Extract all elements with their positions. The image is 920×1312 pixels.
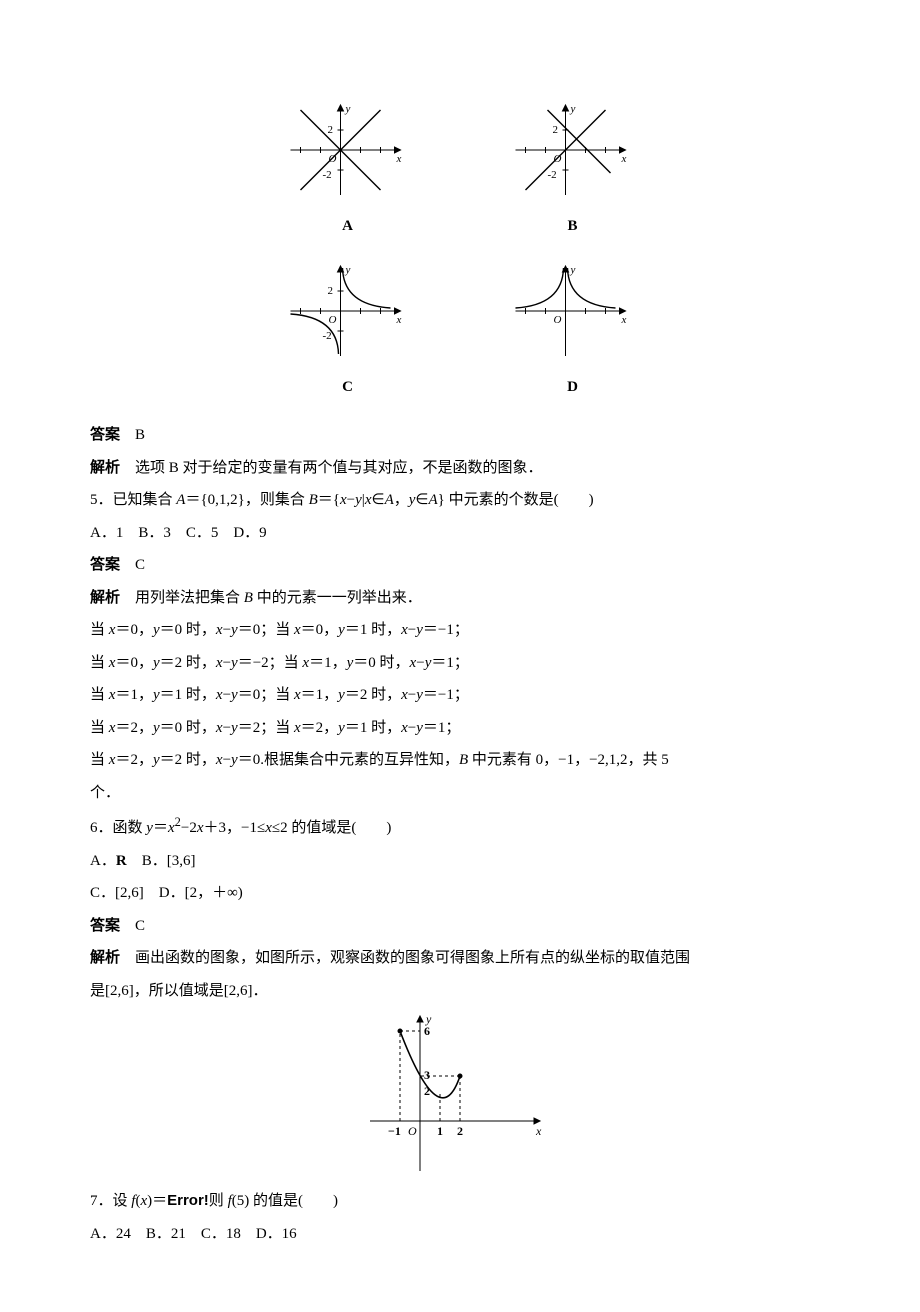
explain-text: 选项 B 对于给定的变量有两个值与其对应，不是函数的图象． [135, 460, 543, 476]
xtick-1: 1 [437, 1124, 443, 1138]
exp5-line-0: 当 x＝0，y＝0 时，x−y＝0；当 x＝0，y＝1 时，x−y＝−1； [90, 616, 830, 645]
graph-d-cell: y x O D [475, 261, 670, 402]
q6-opt-b: B．[3,6] [127, 853, 196, 869]
page-root: y x O 2 -2 A y x O [0, 0, 920, 1312]
graph-a-cell: y x O 2 -2 A [250, 100, 445, 241]
tick-pos: 2 [552, 124, 558, 136]
parabola-x: x [535, 1124, 542, 1138]
answer-value: B [135, 427, 145, 443]
origin-label: O [553, 153, 561, 165]
q7-options: A．24 B．21 C．18 D．16 [90, 1220, 830, 1249]
tick-neg: -2 [322, 169, 331, 181]
origin-label: O [328, 153, 336, 165]
graph-c-cell: y x O 2 -2 C [250, 261, 445, 402]
q5-text-b: ，则集合 [245, 492, 309, 508]
q6-text-b: 的值域是( ) [288, 820, 392, 836]
explain-5-head: 解析 用列举法把集合 B 中的元素一一列举出来． [90, 584, 830, 613]
graph-b-svg: y x O 2 -2 [488, 100, 658, 210]
tick-neg: -2 [322, 330, 331, 342]
exp5-line-4: 当 x＝2，y＝2 时，x−y＝0.根据集合中元素的互异性知，B 中元素有 0，… [90, 746, 830, 775]
graph-c-svg: y x O 2 -2 [263, 261, 433, 371]
tick-pos: 2 [327, 124, 333, 136]
q5-text-c: 中元素的个数是( ) [445, 492, 594, 508]
q7-text-b: 则 [209, 1193, 228, 1209]
explain-intro: 用列举法把集合 B 中的元素一一列举出来． [135, 590, 422, 606]
ytick-2: 2 [424, 1084, 430, 1098]
tick-neg: -2 [547, 169, 556, 181]
question-6: 6．函数 y＝x2−2x＋3，−1≤x≤2 的值域是( ) [90, 811, 830, 843]
answer-6: 答案 C [90, 912, 830, 941]
question-7: 7．设 f(x)＝Error!则 f(5) 的值是( ) [90, 1187, 830, 1216]
q7-text-c: 的值是( ) [249, 1193, 338, 1209]
explain-4: 解析 选项 B 对于给定的变量有两个值与其对应，不是函数的图象． [90, 454, 830, 483]
axis-x-label: x [620, 314, 626, 326]
axis-y-label: y [569, 103, 575, 115]
axis-y-label: y [569, 264, 575, 276]
xtick-n1: −1 [388, 1124, 401, 1138]
graph-a-svg: y x O 2 -2 [263, 100, 433, 210]
answer-label: 答案 [90, 427, 120, 443]
axis-x-label: x [620, 153, 626, 165]
answer-5: 答案 C [90, 551, 830, 580]
graph-b-cell: y x O 2 -2 B [475, 100, 670, 241]
q6-text-a: 6．函数 [90, 820, 146, 836]
graph-d-label: D [567, 373, 578, 402]
explain-label: 解析 [90, 950, 120, 966]
q5-options: A．1 B．3 C．5 D．9 [90, 519, 830, 548]
q7-error: Error! [167, 1192, 209, 1209]
parabola-o: O [408, 1124, 417, 1138]
ytick-3: 3 [424, 1068, 430, 1082]
answer-4: 答案 B [90, 421, 830, 450]
tick-pos: 2 [327, 285, 333, 297]
graph-a-label: A [342, 212, 353, 241]
graph-b-label: B [567, 212, 577, 241]
explain-label: 解析 [90, 460, 120, 476]
graph-c-label: C [342, 373, 353, 402]
q6-options-ab: A．R B．[3,6] [90, 847, 830, 876]
origin-label: O [553, 314, 561, 326]
graph-grid: y x O 2 -2 A y x O [250, 100, 670, 401]
origin-label: O [328, 314, 336, 326]
exp5-line-3: 当 x＝2，y＝0 时，x−y＝2；当 x＝2，y＝1 时，x−y＝1； [90, 714, 830, 743]
axis-y-label: y [344, 103, 350, 115]
exp5-line-1: 当 x＝0，y＝2 时，x−y＝−2；当 x＝1，y＝0 时，x−y＝1； [90, 649, 830, 678]
explain-6-line1: 解析 画出函数的图象，如图所示，观察函数的图象可得图象上所有点的纵坐标的取值范围 [90, 944, 830, 973]
xtick-2: 2 [457, 1124, 463, 1138]
axis-x-label: x [395, 153, 401, 165]
answer-label: 答案 [90, 557, 120, 573]
exp5-tail: 个． [90, 779, 830, 808]
explain-label: 解析 [90, 590, 120, 606]
q5-text-a: 5．已知集合 [90, 492, 176, 508]
parabola-svg: y x O 6 3 2 −1 1 2 [360, 1011, 560, 1181]
explain-6-line2: 是[2,6]，所以值域是[2,6]． [90, 977, 830, 1006]
q7-text-a: 7．设 [90, 1193, 131, 1209]
parabola-figure: y x O 6 3 2 −1 1 2 [90, 1011, 830, 1181]
q6-opt-a-r: R [116, 853, 127, 869]
q6-opt-a-prefix: A． [90, 853, 116, 869]
axis-y-label: y [344, 264, 350, 276]
question-5: 5．已知集合 A＝{0,1,2}，则集合 B＝{x−y|x∈A，y∈A} 中元素… [90, 486, 830, 515]
answer-value: C [135, 557, 145, 573]
q6-options-cd: C．[2,6] D．[2，＋∞) [90, 879, 830, 908]
answer-label: 答案 [90, 918, 120, 934]
exp6-text-1: 画出函数的图象，如图所示，观察函数的图象可得图象上所有点的纵坐标的取值范围 [135, 950, 690, 966]
graph-d-svg: y x O [488, 261, 658, 371]
exp5-line-2: 当 x＝1，y＝1 时，x−y＝0；当 x＝1，y＝2 时，x−y＝−1； [90, 681, 830, 710]
axis-x-label: x [395, 314, 401, 326]
answer-value: C [135, 918, 145, 934]
ytick-6: 6 [424, 1024, 430, 1038]
